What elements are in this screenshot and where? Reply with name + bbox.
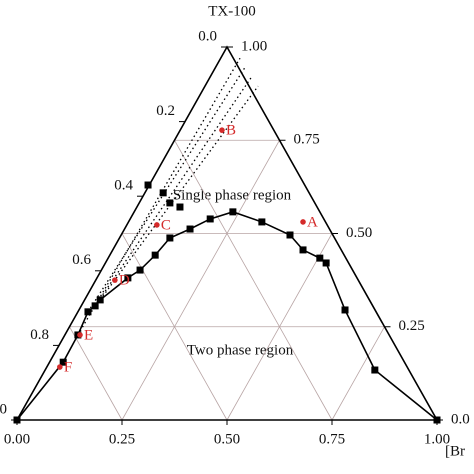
right-tick-label: 0.50 xyxy=(346,225,372,241)
bottom-tick-label: 0.50 xyxy=(214,431,240,447)
left-tick-label: 0.8 xyxy=(30,327,49,343)
right-tick-label: 0.75 xyxy=(294,132,320,148)
square-point xyxy=(124,274,132,282)
left-tick-label: 0.6 xyxy=(72,252,91,268)
left-tick-label: 0 xyxy=(0,401,7,417)
square-point xyxy=(341,306,349,314)
right-tick-label: 0.25 xyxy=(399,318,425,334)
square-point xyxy=(299,246,307,254)
square-point xyxy=(13,416,21,424)
square-point xyxy=(96,296,104,304)
tie-line xyxy=(94,75,253,307)
square-point xyxy=(59,358,67,366)
square-point xyxy=(136,266,144,274)
square-point xyxy=(144,181,152,189)
square-point xyxy=(186,225,194,233)
right-tick-label: 1.00 xyxy=(241,38,267,54)
square-point xyxy=(84,308,92,316)
sample-label: C xyxy=(161,217,171,233)
square-point xyxy=(433,416,441,424)
square-point xyxy=(159,189,167,197)
bottom-tick-label: 0.75 xyxy=(319,431,345,447)
square-point xyxy=(316,254,324,262)
grid-line xyxy=(174,140,333,421)
sample-point xyxy=(57,364,63,370)
bottom-tick-label: 0.00 xyxy=(4,431,30,447)
square-point xyxy=(286,231,294,239)
square-point xyxy=(176,203,184,211)
bottom-tick-label: 1.00 xyxy=(424,431,450,447)
square-point xyxy=(166,234,174,242)
square-point xyxy=(229,208,237,216)
corner-label: [Br xyxy=(445,443,465,459)
sample-point xyxy=(154,222,160,228)
grid-line xyxy=(121,140,280,421)
bottom-tick-label: 0.25 xyxy=(109,431,135,447)
sample-label: A xyxy=(307,214,318,230)
sample-label: B xyxy=(226,123,236,139)
square-point xyxy=(206,215,214,223)
grid-line xyxy=(331,326,385,421)
region-label: Two phase region xyxy=(187,342,294,358)
sample-label: F xyxy=(64,359,72,375)
grid xyxy=(69,139,385,421)
sample-point xyxy=(77,332,83,338)
left-tick-label: 0.0 xyxy=(198,28,217,44)
region-label: Single phase region xyxy=(173,187,292,203)
sample-point xyxy=(300,219,306,225)
square-point xyxy=(151,251,159,259)
square-point xyxy=(91,302,99,310)
square-point xyxy=(258,218,266,226)
left-tick-label: 0.4 xyxy=(114,178,133,194)
sample-label: E xyxy=(84,327,93,343)
chart-title: TX-100 xyxy=(208,3,256,19)
sample-point xyxy=(219,127,225,133)
sample-label: D xyxy=(119,273,130,289)
tie-line xyxy=(99,85,259,301)
right-tick-label: 0.0 xyxy=(451,411,470,427)
square-point xyxy=(371,366,379,374)
sample-point xyxy=(112,277,118,283)
binodal-curve xyxy=(16,211,438,421)
tie-line xyxy=(87,65,247,313)
left-tick-label: 0.2 xyxy=(156,103,175,119)
square-point xyxy=(322,259,330,267)
grid-line xyxy=(69,326,123,421)
square-point xyxy=(166,199,174,207)
